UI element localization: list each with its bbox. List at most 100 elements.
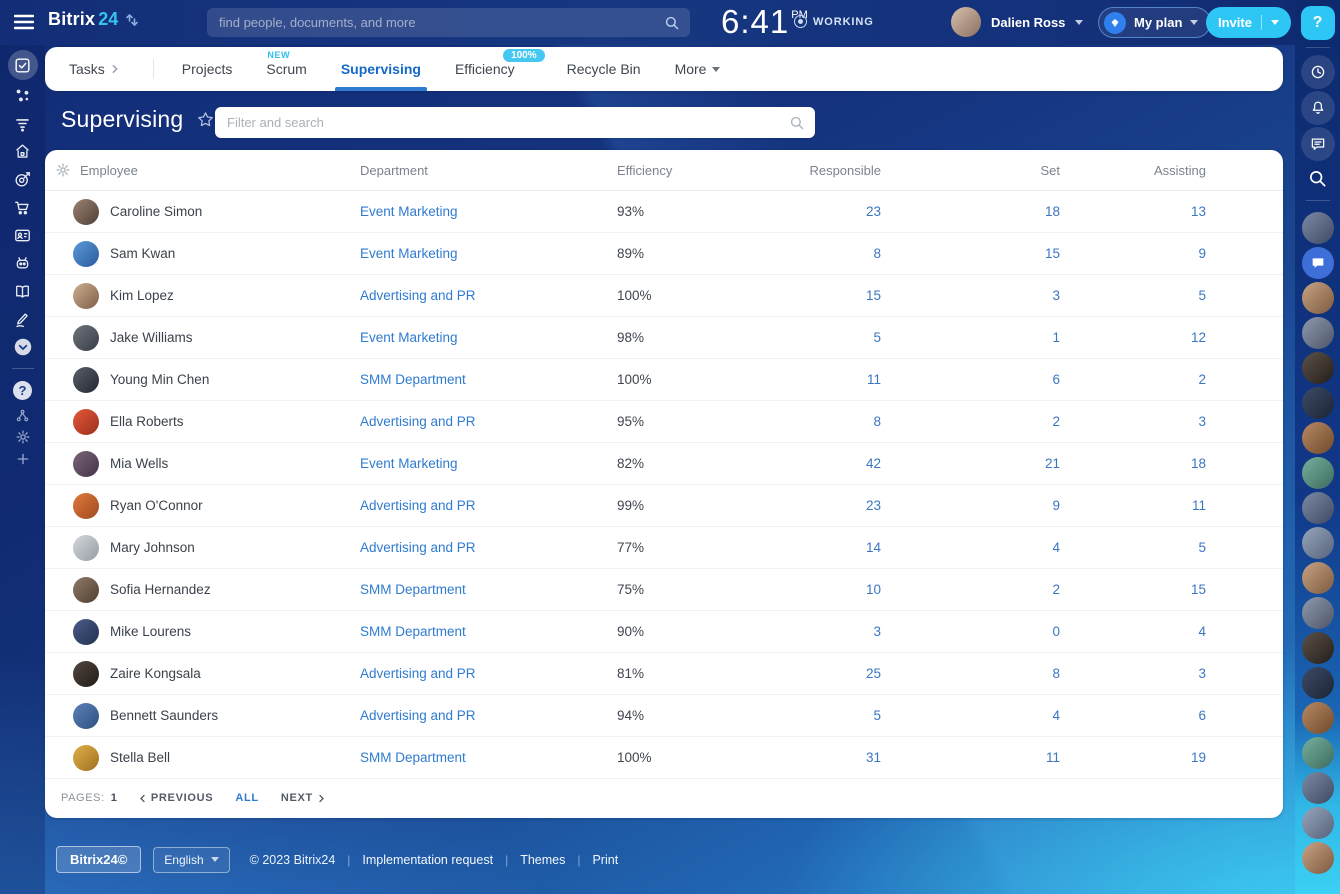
column-header-department[interactable]: Department	[360, 162, 428, 178]
avatar[interactable]	[1301, 317, 1334, 349]
department-link[interactable]: Advertising and PR	[360, 539, 476, 555]
themes-link[interactable]: Themes	[520, 852, 566, 867]
department-link[interactable]: Advertising and PR	[360, 707, 476, 723]
responsible-count[interactable]: 5	[873, 707, 881, 723]
employee-name[interactable]: Caroline Simon	[110, 204, 203, 219]
avatar[interactable]	[1301, 422, 1334, 454]
employee-name[interactable]: Young Min Chen	[110, 372, 210, 387]
employee-name[interactable]: Ella Roberts	[110, 414, 184, 429]
employee-name[interactable]: Bennett Saunders	[110, 708, 219, 723]
search-icon[interactable]	[789, 115, 805, 131]
assisting-count[interactable]: 13	[1190, 203, 1206, 219]
set-count[interactable]: 2	[1052, 581, 1060, 597]
table-row[interactable]: Mia Wells Event Marketing 82% 42 21 18	[45, 443, 1283, 485]
tab-more[interactable]: More	[675, 47, 721, 91]
set-count[interactable]: 9	[1052, 497, 1060, 513]
table-row[interactable]: Young Min Chen SMM Department 100% 11 6 …	[45, 359, 1283, 401]
department-link[interactable]: Advertising and PR	[360, 497, 476, 513]
responsible-count[interactable]: 10	[865, 581, 881, 597]
assisting-count[interactable]: 15	[1190, 581, 1206, 597]
set-count[interactable]: 4	[1052, 539, 1060, 555]
department-link[interactable]: SMM Department	[360, 623, 466, 639]
table-row[interactable]: Mike Lourens SMM Department 90% 3 0 4	[45, 611, 1283, 653]
assisting-count[interactable]: 19	[1190, 749, 1206, 765]
employee-name[interactable]: Mia Wells	[110, 456, 169, 471]
switch-arrows-icon[interactable]	[126, 13, 139, 27]
responsible-count[interactable]: 31	[865, 749, 881, 765]
avatar[interactable]	[1301, 282, 1334, 314]
department-link[interactable]: Advertising and PR	[360, 665, 476, 681]
responsible-count[interactable]: 25	[865, 665, 881, 681]
assisting-count[interactable]: 18	[1190, 455, 1206, 471]
set-count[interactable]: 1	[1052, 329, 1060, 345]
employee-name[interactable]: Zaire Kongsala	[110, 666, 201, 681]
responsible-count[interactable]: 23	[865, 497, 881, 513]
help-button[interactable]: ?	[1300, 6, 1335, 40]
history-icon[interactable]	[1300, 55, 1335, 89]
responsible-count[interactable]: 8	[873, 245, 881, 261]
department-link[interactable]: Advertising and PR	[360, 287, 476, 303]
assisting-count[interactable]: 11	[1191, 497, 1206, 513]
assisting-count[interactable]: 12	[1190, 329, 1206, 345]
responsible-count[interactable]: 14	[865, 539, 881, 555]
department-link[interactable]: Event Marketing	[360, 329, 458, 345]
employee-name[interactable]: Kim Lopez	[110, 288, 174, 303]
current-page[interactable]: 1	[110, 792, 117, 804]
sidebar-item-tasks[interactable]	[7, 50, 38, 80]
avatar[interactable]	[1301, 527, 1334, 559]
set-count[interactable]: 8	[1052, 665, 1060, 681]
avatar[interactable]	[1301, 387, 1334, 419]
set-count[interactable]: 21	[1044, 455, 1060, 471]
employee-name[interactable]: Sam Kwan	[110, 246, 176, 261]
table-row[interactable]: Caroline Simon Event Marketing 93% 23 18…	[45, 191, 1283, 233]
group-chat-icon[interactable]	[1301, 247, 1334, 279]
table-row[interactable]: Bennett Saunders Advertising and PR 94% …	[45, 695, 1283, 737]
global-search-input[interactable]	[207, 8, 664, 37]
print-link[interactable]: Print	[592, 852, 619, 867]
employee-name[interactable]: Mary Johnson	[110, 540, 195, 555]
responsible-count[interactable]: 5	[873, 329, 881, 345]
sidebar-item-market[interactable]	[8, 137, 38, 165]
sidebar-more-chevron-icon[interactable]	[8, 333, 38, 361]
responsible-count[interactable]: 3	[873, 623, 881, 639]
invite-button[interactable]: Invite	[1206, 7, 1291, 38]
avatar[interactable]	[1301, 457, 1334, 489]
responsible-count[interactable]: 42	[865, 455, 881, 471]
table-row[interactable]: Kim Lopez Advertising and PR 100% 15 3 5	[45, 275, 1283, 317]
work-status[interactable]: WORKING	[794, 15, 874, 28]
column-header-employee[interactable]: Employee	[80, 162, 138, 178]
messenger-icon[interactable]	[1300, 127, 1335, 161]
table-row[interactable]: Zaire Kongsala Advertising and PR 81% 25…	[45, 653, 1283, 695]
avatar[interactable]	[1301, 772, 1334, 804]
assisting-count[interactable]: 9	[1198, 245, 1206, 261]
implementation-request-link[interactable]: Implementation request	[362, 852, 494, 867]
avatar[interactable]	[1301, 597, 1334, 629]
tab-projects[interactable]: Projects	[182, 47, 233, 91]
favorite-star-icon[interactable]	[196, 110, 215, 129]
table-row[interactable]: Jake Williams Event Marketing 98% 5 1 12	[45, 317, 1283, 359]
assisting-count[interactable]: 5	[1198, 287, 1206, 303]
previous-page-button[interactable]: PREVIOUS	[139, 792, 213, 804]
filter-search-input[interactable]	[215, 107, 789, 138]
assisting-count[interactable]: 3	[1198, 413, 1206, 429]
sidebar-item-crm[interactable]	[8, 165, 38, 193]
avatar[interactable]	[1301, 212, 1334, 244]
avatar[interactable]	[1301, 667, 1334, 699]
department-link[interactable]: Advertising and PR	[360, 413, 476, 429]
language-selector[interactable]: English	[153, 846, 230, 873]
department-link[interactable]: SMM Department	[360, 371, 466, 387]
department-link[interactable]: Event Marketing	[360, 245, 458, 261]
set-count[interactable]: 15	[1044, 245, 1060, 261]
sidebar-settings-icon[interactable]	[8, 426, 38, 448]
table-row[interactable]: Ella Roberts Advertising and PR 95% 8 2 …	[45, 401, 1283, 443]
assisting-count[interactable]: 4	[1198, 623, 1206, 639]
avatar[interactable]	[1301, 492, 1334, 524]
column-header-assisting[interactable]: Assisting	[1153, 162, 1206, 178]
set-count[interactable]: 3	[1052, 287, 1060, 303]
department-link[interactable]: Event Marketing	[360, 455, 458, 471]
sidebar-search-icon[interactable]	[1301, 163, 1335, 193]
column-header-set[interactable]: Set	[1040, 162, 1060, 178]
department-link[interactable]: Event Marketing	[360, 203, 458, 219]
set-count[interactable]: 11	[1045, 749, 1060, 765]
logo[interactable]: Bitrix 24	[48, 9, 139, 30]
